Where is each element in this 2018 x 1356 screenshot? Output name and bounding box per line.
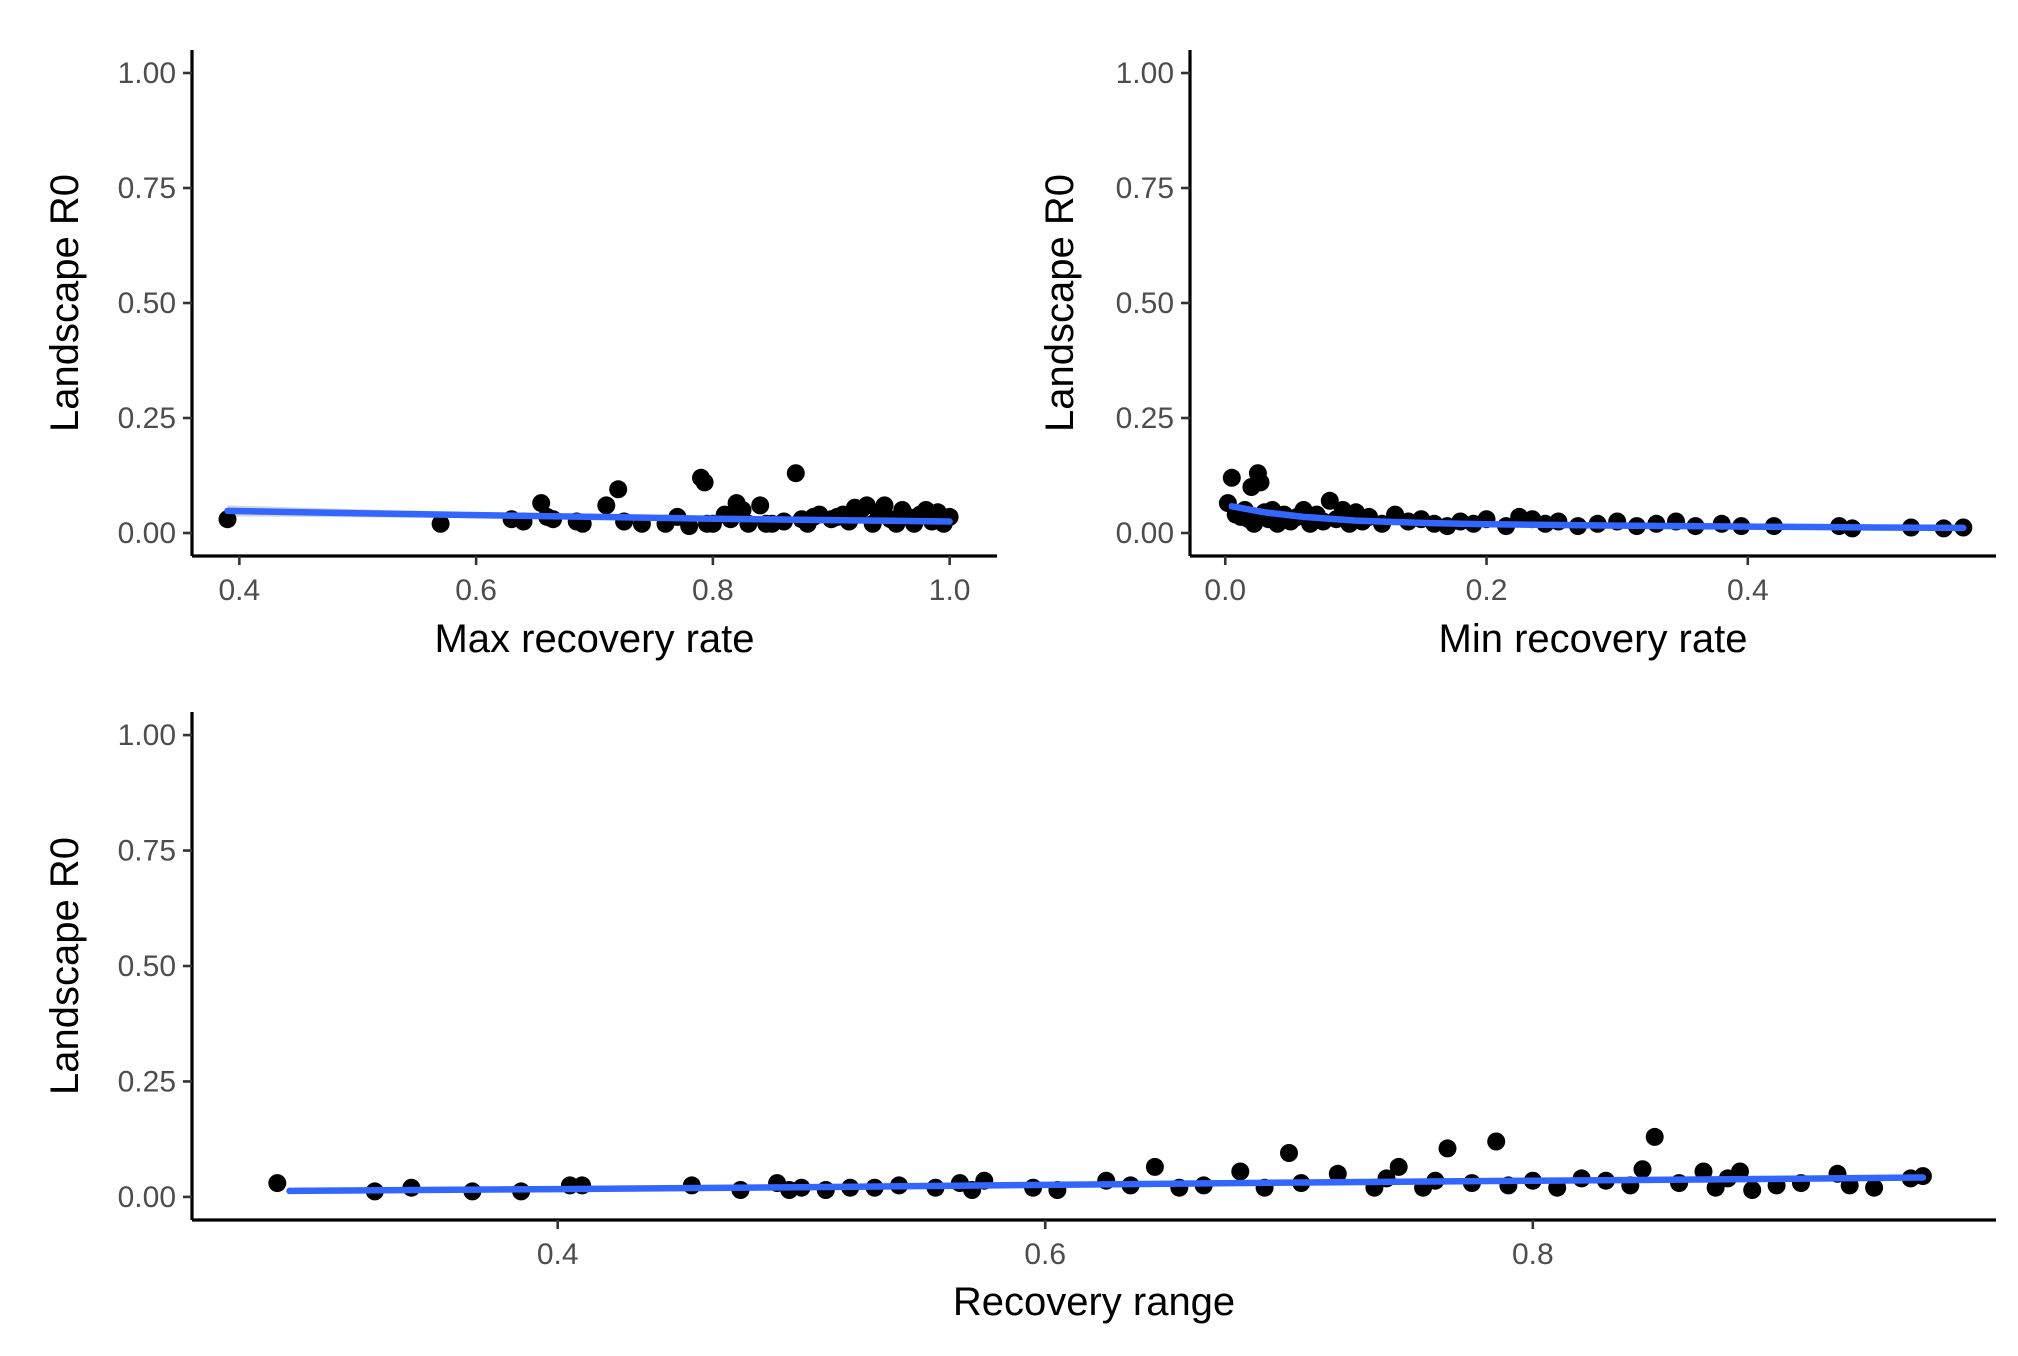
x-axis-title: Max recovery rate [434,617,754,661]
data-point [1251,473,1270,492]
x-axis-title: Recovery range [953,1280,1235,1324]
y-tick-label: 0.50 [1116,287,1174,320]
y-tick-label: 0.25 [118,402,176,435]
y-tick-label: 0.00 [118,517,176,550]
y-tick-label: 0.50 [118,950,176,983]
y-tick-label: 1.00 [118,57,176,90]
y-axis-title: Landscape R0 [43,174,87,432]
y-tick-label: 0.25 [118,1065,176,1098]
x-tick-label: 0.2 [1466,574,1508,607]
x-tick-label: 0.4 [537,1238,579,1271]
y-tick-label: 0.00 [1116,517,1174,550]
data-point [1145,1157,1164,1176]
y-tick-label: 1.00 [1116,57,1174,90]
fit-line [224,507,953,525]
data-point [1222,468,1241,487]
y-tick-label: 0.75 [118,172,176,205]
data-point [1231,1162,1250,1181]
panel-max-recovery-rate: 0.00 0.25 0.50 0.75 1.00 0.4 0.6 0.8 1.0 Max reco… [43,50,997,661]
data-point [532,494,551,513]
x-tick-label: 0.6 [1024,1238,1066,1271]
panel-min-recovery-rate: 0.00 0.25 0.50 0.75 1.00 0.0 0.2 0.4 Min recover… [1038,50,1996,661]
y-tick-label: 0.50 [118,287,176,320]
data-point [1280,1144,1298,1162]
data-point [1487,1132,1506,1151]
fit-line [1228,503,1967,532]
data-point [1328,1164,1347,1183]
data-point [786,464,805,483]
data-point [268,1174,287,1193]
x-tick-label: 1.0 [929,574,971,607]
y-axis-title: Landscape R0 [43,837,87,1095]
data-point [1320,491,1339,510]
x-tick-label: 0.0 [1204,574,1246,607]
y-tick-label: 0.00 [118,1181,176,1214]
data-point [1633,1160,1652,1179]
x-tick-label: 0.4 [218,574,260,607]
data-point [1245,514,1263,533]
data-point [751,496,770,515]
x-tick-label: 0.6 [455,574,497,607]
data-point [1743,1181,1762,1199]
data-point [431,514,450,533]
data-point [1438,1139,1457,1158]
data-point [1389,1157,1408,1176]
y-axis-title: Landscape R0 [1038,174,1082,432]
x-tick-label: 0.4 [1727,574,1769,607]
data-point [1865,1178,1884,1197]
data-point [597,496,616,515]
x-axis-title: Min recovery rate [1439,617,1748,661]
fit-line [286,1174,1927,1195]
data-point [609,480,628,499]
y-tick-label: 1.00 [118,719,176,752]
data-point [695,473,714,492]
data-point [875,496,894,515]
data-point [1694,1162,1713,1181]
data-point [733,501,752,519]
y-tick-label: 0.75 [118,835,176,868]
y-tick-label: 0.25 [1116,402,1174,435]
y-tick-label: 0.75 [1116,172,1174,205]
x-tick-label: 0.8 [692,574,734,607]
data-point [1706,1178,1725,1197]
data-point [218,510,237,529]
panel-recovery-range: 0.00 0.25 0.50 0.75 1.00 0.4 0.6 0.8 Recovery ra… [43,712,1996,1324]
x-tick-label: 0.8 [1512,1238,1554,1271]
data-point [1645,1127,1664,1146]
